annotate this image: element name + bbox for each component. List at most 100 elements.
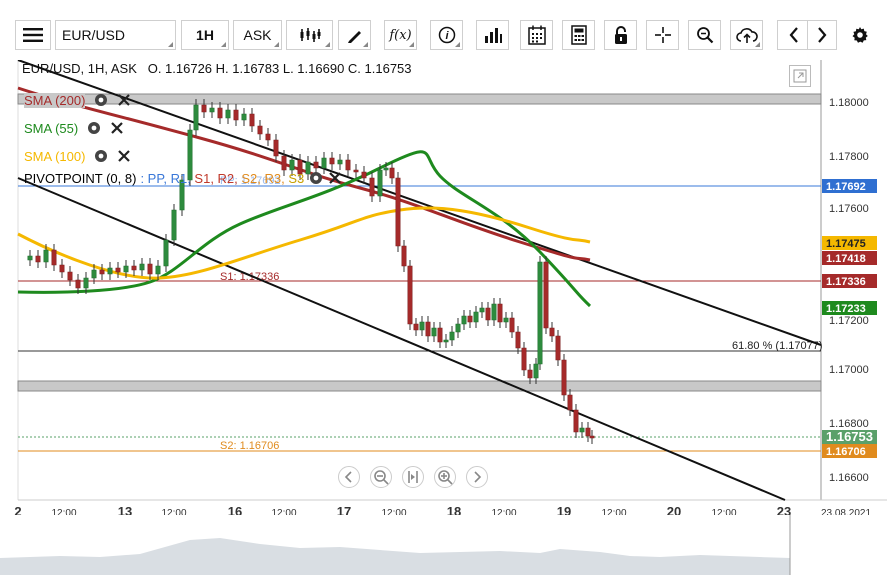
candle[interactable] [521,342,527,376]
candle[interactable] [543,256,549,334]
candle[interactable] [573,404,579,438]
candle[interactable] [549,322,555,342]
plot-area[interactable] [18,60,821,500]
candle[interactable] [413,318,419,336]
calculator-button[interactable] [562,20,595,50]
sma-200-line[interactable] [17,86,591,262]
candle[interactable] [515,326,521,354]
candlestick-series[interactable] [27,99,595,444]
candle[interactable] [401,240,407,272]
info-button[interactable]: i [430,20,463,50]
lock-button[interactable] [604,20,637,50]
candle[interactable] [337,154,343,170]
candle[interactable] [187,124,193,186]
nav-right-button[interactable] [807,20,837,50]
candle[interactable] [193,99,199,136]
pivot-close-icon[interactable] [328,171,342,185]
candle[interactable] [257,120,263,140]
indicator-settings-icon[interactable] [93,92,109,108]
indicator-close-icon[interactable] [110,121,124,135]
settings-button[interactable] [845,20,875,50]
indicator-close-icon[interactable] [117,93,131,107]
formula-button[interactable]: f(x) [384,20,417,50]
upload-button[interactable] [730,20,763,50]
candle[interactable] [75,274,81,294]
indicator-close-icon[interactable] [117,149,131,163]
candle[interactable] [555,330,561,366]
candle[interactable] [281,150,287,176]
candle[interactable] [273,134,279,162]
candle[interactable] [107,262,113,280]
candle[interactable] [51,244,57,271]
crosshair-button[interactable] [646,20,679,50]
candle[interactable] [115,262,121,278]
symbol-selector[interactable]: EUR/USD [55,20,176,50]
trendline-lower[interactable] [17,177,786,501]
candle[interactable] [585,422,591,442]
candle[interactable] [407,260,413,330]
candle[interactable] [527,364,533,384]
candle[interactable] [383,162,389,176]
draw-button[interactable] [338,20,371,50]
back-icon[interactable] [338,466,364,492]
support-zone[interactable] [17,380,822,392]
chart-canvas[interactable]: S1: 1.17336 S2: 1.16706 PP: 1.17692 61.8… [0,60,887,575]
candle[interactable] [139,258,145,276]
candle[interactable] [249,108,255,132]
candle[interactable] [67,266,73,286]
candle[interactable] [155,260,161,280]
candle[interactable] [369,172,375,202]
forward-icon[interactable] [466,466,492,492]
price-type-selector[interactable]: ASK [233,20,282,50]
pivot-settings-icon[interactable] [308,170,324,186]
candle[interactable] [313,156,319,174]
timeframe-selector[interactable]: 1H [181,20,229,50]
candle[interactable] [425,316,431,342]
candle[interactable] [491,298,497,326]
candle[interactable] [485,302,491,326]
candle[interactable] [321,152,327,174]
fit-icon[interactable] [402,466,428,492]
candle[interactable] [497,298,503,328]
candle[interactable] [589,430,595,444]
candle[interactable] [419,316,425,336]
candle[interactable] [289,154,295,176]
candle[interactable] [305,156,311,180]
candle[interactable] [353,164,359,178]
candle[interactable] [297,154,303,180]
calendar-button[interactable] [520,20,553,50]
candle[interactable] [217,102,223,124]
trendline-upper[interactable] [17,60,822,346]
sma-100-line[interactable] [17,206,591,280]
nav-left-button[interactable] [777,20,810,50]
candle[interactable] [35,250,41,268]
candle[interactable] [83,272,89,294]
candle[interactable] [479,302,485,318]
zoom-out-icon[interactable] [370,466,396,492]
candle[interactable] [59,259,65,278]
candle[interactable] [201,99,207,118]
chart-type-button[interactable] [286,20,333,50]
candle[interactable] [537,256,543,370]
candle[interactable] [473,306,479,328]
zoom-button[interactable] [688,20,721,50]
zoom-in-icon[interactable] [434,466,460,492]
candle[interactable] [171,204,177,246]
candle[interactable] [99,264,105,280]
candle[interactable] [233,104,239,126]
candle[interactable] [27,250,33,266]
candle[interactable] [533,358,539,384]
candle[interactable] [503,312,509,328]
candle[interactable] [437,322,443,348]
candle[interactable] [179,174,185,216]
candle[interactable] [265,128,271,146]
indicator-settings-icon[interactable] [86,120,102,136]
candle[interactable] [431,322,437,342]
indicator-settings-icon[interactable] [93,148,109,164]
candle[interactable] [449,326,455,346]
candle[interactable] [43,244,49,268]
candle[interactable] [461,310,467,330]
candle[interactable] [509,312,515,338]
candle[interactable] [225,104,231,124]
candle[interactable] [561,354,567,401]
